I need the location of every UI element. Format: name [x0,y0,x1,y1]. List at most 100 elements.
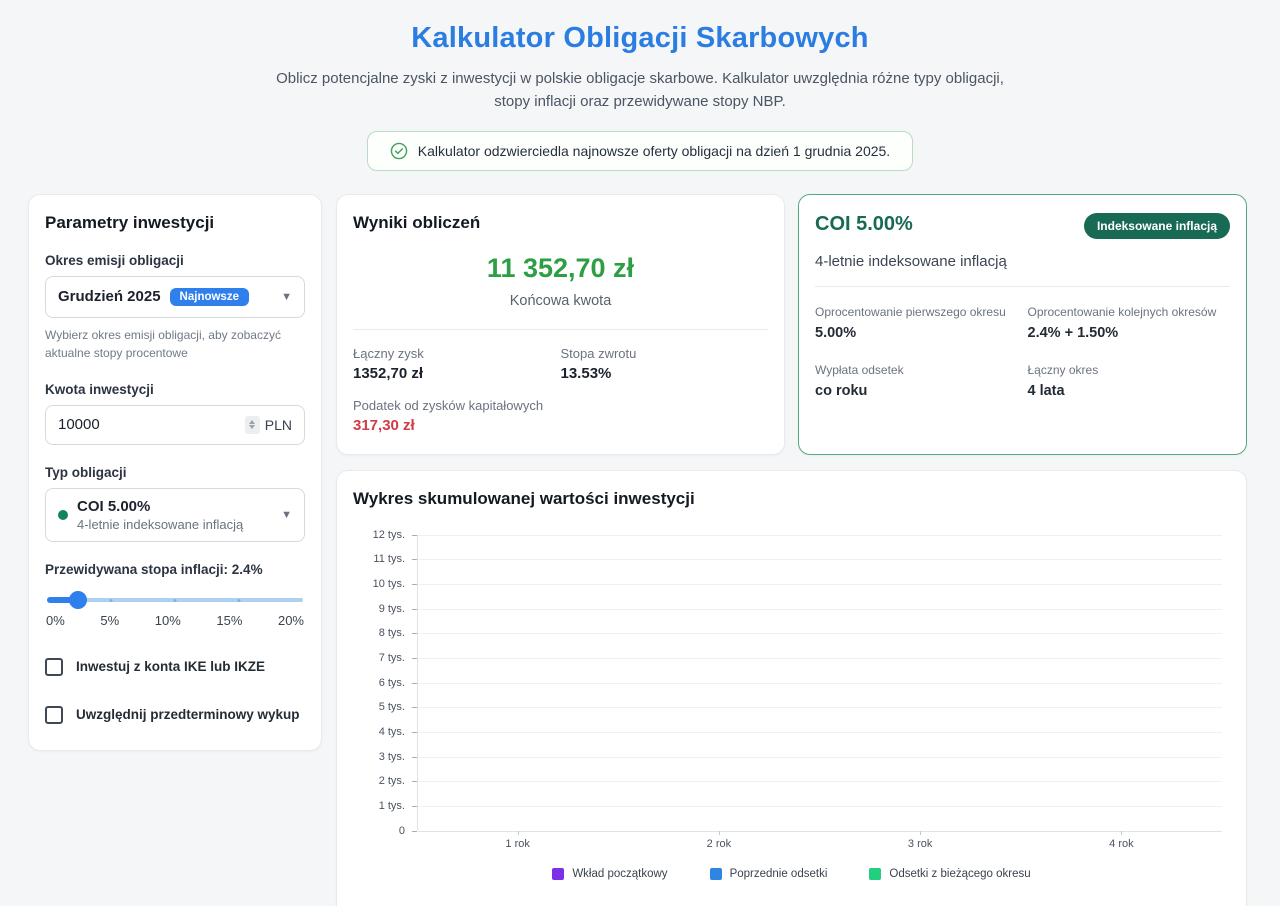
results-panel: Wyniki obliczeń 11 352,70 zł Końcowa kwo… [336,194,785,455]
stat-value: 1352,70 zł [353,365,561,382]
bar-slot [619,535,820,831]
chart-panel: Wykres skumulowanej wartości inwestycji … [336,470,1247,906]
y-axis-tick-label: 1 tys. [379,800,405,812]
chart-x-axis: 1 rok2 rok3 rok4 rok [417,831,1222,850]
page-subtitle: Oblicz potencjalne zyski z inwestycji w … [265,67,1015,114]
checkbox-row-ike[interactable]: Inwestuj z konta IKE lub IKZE [45,658,305,676]
bond-detail-label: Oprocentowanie pierwszego okresu [815,305,1018,319]
bond-title: COI 5.00% [815,213,913,236]
x-axis-tick-label: 4 rok [1021,831,1222,850]
bar-slot [1021,535,1222,831]
bar-slot [418,535,619,831]
y-axis-tick-label: 7 tys. [379,652,405,664]
y-axis-tick-label: 5 tys. [379,701,405,713]
slider-label-10: 10% [155,613,181,628]
chevron-down-icon: ▼ [281,509,292,521]
x-axis-tick-label: 1 rok [417,831,618,850]
y-axis-tick-label: 0 [399,825,405,837]
issue-period-value: Grudzień 2025 [58,288,161,305]
bond-detail-first-period: Oprocentowanie pierwszego okresu 5.00% [815,305,1018,341]
currency-label: PLN [265,417,292,433]
page-header: Kalkulator Obligacji Skarbowych Oblicz p… [0,0,1280,171]
page-title: Kalkulator Obligacji Skarbowych [0,22,1280,55]
legend-swatch-icon [869,868,881,880]
y-axis-tick-label: 10 tys. [373,578,405,590]
results-heading: Wyniki obliczeń [353,213,768,233]
inflation-slider[interactable] [47,591,303,609]
legend-swatch-icon [552,868,564,880]
y-axis-tick-label: 4 tys. [379,726,405,738]
bond-detail-label: Łączny okres [1028,363,1231,377]
issue-period-label: Okres emisji obligacji [45,253,305,268]
bond-type-label: Typ obligacji [45,465,305,480]
stat-label: Stopa zwrotu [561,346,769,361]
slider-label-5: 5% [100,613,119,628]
chart-plot: 12 tys.11 tys.10 tys.9 tys.8 tys.7 tys.6… [417,535,1222,831]
check-circle-icon [390,142,408,160]
checkbox-row-early-redemption[interactable]: Uwzględnij przedterminowy wykup [45,706,305,724]
bond-type-description: 4-letnie indeksowane inflacją [77,517,243,532]
stat-capital-gains-tax: Podatek od zysków kapitałowych 317,30 zł [353,398,768,434]
banner-text: Kalkulator odzwierciedla najnowsze ofert… [418,143,890,159]
final-amount-label: Końcowa kwota [353,293,768,309]
amount-input[interactable]: 10000 PLN [45,405,305,445]
ike-checkbox-label: Inwestuj z konta IKE lub IKZE [76,659,265,674]
x-axis-tick-label: 3 rok [820,831,1021,850]
chart-legend: Wkład początkowy Poprzednie odsetki Odse… [353,868,1230,880]
bond-detail-label: Wypłata odsetek [815,363,1018,377]
bond-detail-total-period: Łączny okres 4 lata [1028,363,1231,399]
bond-detail-value: 2.4% + 1.50% [1028,325,1231,341]
bond-info-panel: COI 5.00% Indeksowane inflacją 4-letnie … [798,194,1247,455]
stat-return-rate: Stopa zwrotu 13.53% [561,346,769,382]
divider [815,286,1230,287]
amount-value: 10000 [58,416,245,433]
slider-label-15: 15% [216,613,242,628]
bond-detail-value: 5.00% [815,325,1018,341]
stat-total-profit: Łączny zysk 1352,70 zł [353,346,561,382]
slider-label-20: 20% [278,613,304,628]
y-axis-tick-label: 8 tys. [379,627,405,639]
chart-footnote: Wykres pokazuje skumulowaną wartość inwe… [353,902,1230,906]
bond-detail-next-periods: Oprocentowanie kolejnych okresów 2.4% + … [1028,305,1231,341]
stat-value-tax: 317,30 zł [353,417,768,434]
stat-label: Podatek od zysków kapitałowych [353,398,768,413]
slider-label-0: 0% [46,613,65,628]
chevron-down-icon: ▼ [281,291,292,303]
slider-tick [110,599,113,602]
legend-label: Odsetki z bieżącego okresu [889,868,1030,880]
stat-label: Łączny zysk [353,346,561,361]
legend-label: Wkład początkowy [572,868,667,880]
y-axis-tick-label: 3 tys. [379,751,405,763]
legend-swatch-icon [710,868,722,880]
slider-tick-labels: 0% 5% 10% 15% 20% [46,613,304,628]
bond-detail-value: co roku [815,383,1018,399]
y-axis-tick-label: 11 tys. [373,553,405,565]
y-axis-tick-label: 6 tys. [379,677,405,689]
number-stepper-icon[interactable] [245,416,260,434]
bond-status-dot-icon [58,510,68,520]
y-axis-tick-label: 2 tys. [379,775,405,787]
amount-label: Kwota inwestycji [45,382,305,397]
bars-layer [418,535,1222,831]
final-amount: 11 352,70 zł [353,253,768,284]
legend-item-current-interest: Odsetki z bieżącego okresu [869,868,1030,880]
legend-item-initial: Wkład początkowy [552,868,667,880]
ike-checkbox[interactable] [45,658,63,676]
bond-subtitle: 4-letnie indeksowane inflacją [815,253,1230,270]
early-redemption-checkbox[interactable] [45,706,63,724]
inflation-label: Przewidywana stopa inflacji: 2.4% [45,562,305,577]
bond-detail-interest-payout: Wypłata odsetek co roku [815,363,1018,399]
divider [353,329,768,330]
inflation-indexed-badge: Indeksowane inflacją [1084,213,1230,239]
stat-value: 13.53% [561,365,769,382]
y-axis-tick-label: 12 tys. [373,529,405,541]
bond-type-select[interactable]: COI 5.00% 4-letnie indeksowane inflacją … [45,488,305,542]
legend-label: Poprzednie odsetki [730,868,828,880]
bond-detail-label: Oprocentowanie kolejnych okresów [1028,305,1231,319]
slider-thumb[interactable] [69,591,87,609]
issue-period-select[interactable]: Grudzień 2025 Najnowsze ▼ [45,276,305,318]
legend-item-previous-interest: Poprzednie odsetki [710,868,828,880]
info-banner: Kalkulator odzwierciedla najnowsze ofert… [367,131,913,171]
slider-tick [238,599,241,602]
issue-period-helper: Wybierz okres emisji obligacji, aby zoba… [45,326,305,362]
